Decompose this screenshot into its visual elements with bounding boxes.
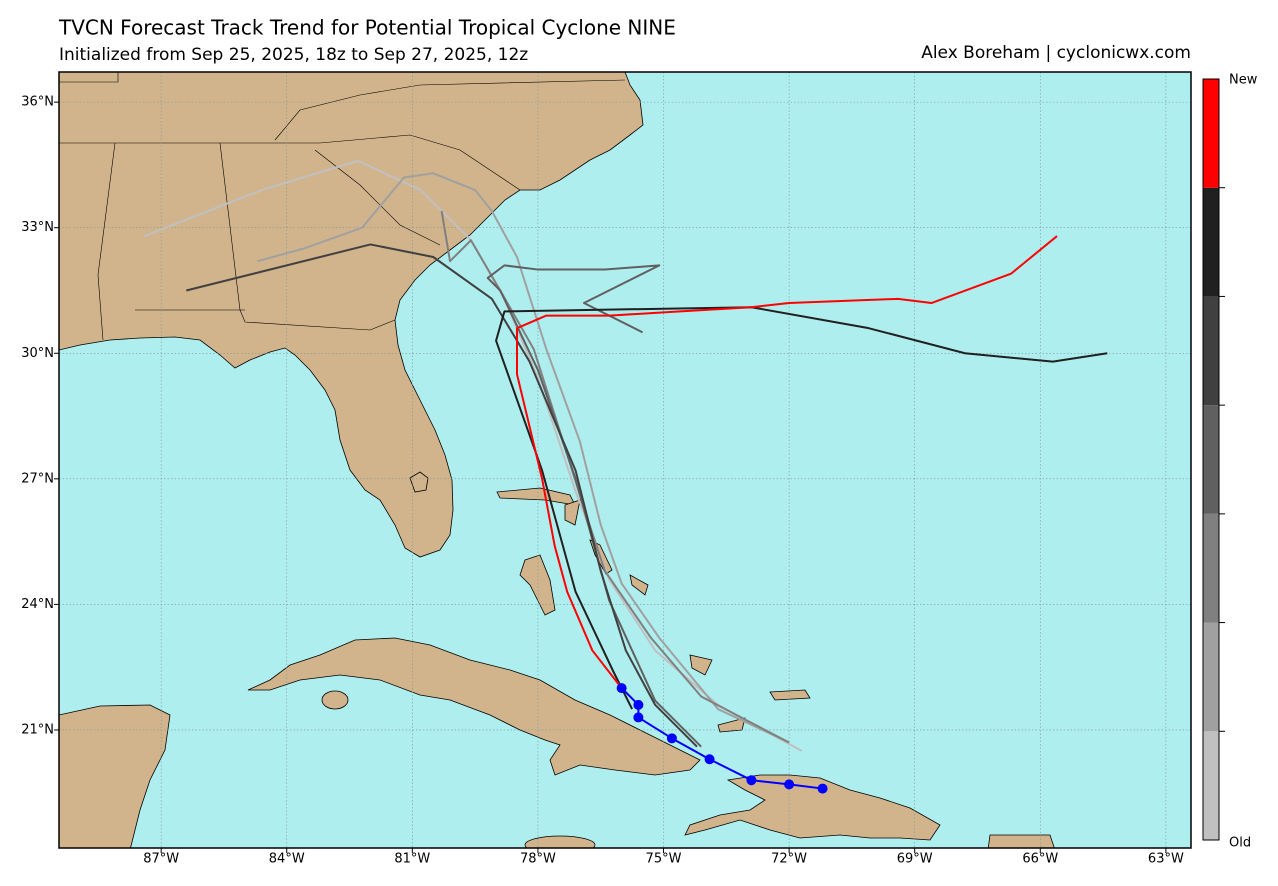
track bbox=[257, 172, 790, 744]
track-point bbox=[666, 733, 677, 744]
track-point bbox=[633, 712, 644, 723]
track-layer bbox=[144, 159, 1108, 794]
track-point bbox=[746, 775, 757, 786]
chart-subtitle: Initialized from Sep 25, 2025, 18z to Se… bbox=[59, 45, 528, 65]
colorbar-segment bbox=[1203, 405, 1219, 514]
x-tick-label: 84°W bbox=[269, 852, 305, 867]
state-border bbox=[97, 142, 116, 341]
track bbox=[186, 243, 698, 748]
bahamas-island bbox=[629, 574, 649, 596]
abaco bbox=[564, 499, 581, 526]
colorbar-segment bbox=[1203, 296, 1219, 406]
cuba bbox=[247, 637, 701, 776]
credit: Alex Boreham | cyclonicwx.com bbox=[921, 43, 1191, 63]
puerto-rico bbox=[987, 834, 1055, 848]
colorbar-top-label: New bbox=[1229, 73, 1258, 88]
state-border bbox=[59, 72, 119, 83]
bahamas-island bbox=[769, 689, 811, 701]
track-point bbox=[616, 683, 627, 694]
y-tick-label: 36°N bbox=[21, 95, 54, 110]
x-tick-label: 87°W bbox=[143, 852, 179, 867]
state-border bbox=[319, 134, 521, 191]
chart-title: TVCN Forecast Track Trend for Potential … bbox=[58, 16, 676, 40]
state-border bbox=[274, 79, 626, 141]
y-tick-label: 27°N bbox=[21, 471, 54, 486]
colorbar bbox=[1202, 78, 1225, 841]
track-point bbox=[704, 754, 715, 765]
track-point bbox=[817, 783, 828, 794]
track-point bbox=[633, 699, 644, 710]
x-tick-label: 63°W bbox=[1148, 852, 1184, 867]
x-tick-label: 66°W bbox=[1022, 852, 1058, 867]
florida-lake bbox=[409, 471, 429, 493]
x-tick-label: 81°W bbox=[394, 852, 430, 867]
plot-frame bbox=[58, 71, 1192, 849]
track-point bbox=[784, 779, 795, 790]
colorbar-segment bbox=[1203, 513, 1219, 623]
north-america bbox=[59, 72, 644, 558]
y-tick-label: 30°N bbox=[21, 346, 54, 361]
hispaniola bbox=[684, 774, 941, 841]
track bbox=[144, 159, 803, 752]
yucatan bbox=[59, 704, 171, 848]
grid-layer: 87°W 84°W 81°W 78°W 75°W 72°W 69°W 66°W 63°W 21°N… bbox=[21, 72, 1191, 867]
colorbar-segment bbox=[1203, 187, 1219, 297]
bahamas-island bbox=[689, 654, 713, 676]
land-layer bbox=[59, 72, 1055, 848]
x-tick-label: 69°W bbox=[897, 852, 933, 867]
y-tick-label: 33°N bbox=[21, 220, 54, 235]
colorbar-segment bbox=[1203, 79, 1219, 188]
y-tick-label: 21°N bbox=[21, 722, 54, 737]
x-tick-label: 75°W bbox=[646, 852, 682, 867]
y-tick-label: 24°N bbox=[21, 597, 54, 612]
x-tick-label: 72°W bbox=[771, 852, 807, 867]
andros bbox=[519, 554, 556, 616]
colorbar-bottom-label: Old bbox=[1229, 836, 1251, 851]
colorbar-segment bbox=[1203, 731, 1219, 840]
jamaica bbox=[524, 835, 596, 848]
colorbar-segment bbox=[1203, 622, 1219, 732]
state-border bbox=[219, 142, 396, 331]
colorbar-frame bbox=[1202, 78, 1220, 841]
track bbox=[515, 235, 1058, 689]
isle-of-youth bbox=[321, 690, 349, 710]
track bbox=[495, 306, 1108, 710]
x-tick-label: 78°W bbox=[520, 852, 556, 867]
